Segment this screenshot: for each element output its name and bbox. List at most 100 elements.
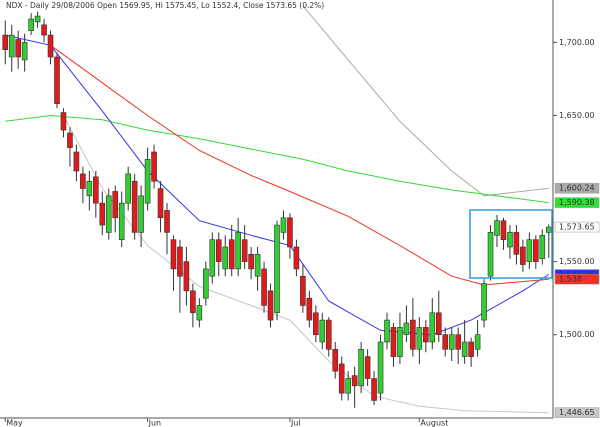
candle-body <box>261 268 267 306</box>
candle-body <box>73 151 80 172</box>
candle-body <box>54 56 60 105</box>
candle-body <box>67 132 73 148</box>
candle-body <box>2 34 9 50</box>
candle-body <box>280 217 287 233</box>
candle-body <box>190 290 196 314</box>
candle-body <box>332 349 339 372</box>
close-label: 1,573.65 <box>559 223 595 232</box>
candle-body <box>177 246 183 277</box>
candle-body <box>170 239 177 270</box>
close-label-box <box>554 221 600 233</box>
overlay-line <box>5 114 549 204</box>
candle-body <box>196 305 203 321</box>
candle-body <box>209 239 216 277</box>
candle-body <box>325 319 332 350</box>
candle-body <box>455 334 461 350</box>
overlay-label: 1,600.24 <box>559 184 595 193</box>
overlay-label-box <box>554 273 600 285</box>
candle-body <box>358 349 364 387</box>
candle-body <box>507 232 513 248</box>
candle-body <box>80 173 86 189</box>
candle-body <box>215 239 222 262</box>
overlay-label: 1,590.38 <box>559 198 595 207</box>
candle-body <box>112 191 119 219</box>
candle-body <box>235 232 241 270</box>
candle-body <box>545 226 552 233</box>
highlight-box <box>469 209 553 279</box>
candle-body <box>293 246 300 270</box>
candle-body <box>364 356 371 379</box>
candle-body <box>377 341 384 394</box>
candle-body <box>494 220 500 236</box>
candle-body <box>254 254 261 277</box>
candle-body <box>99 202 106 226</box>
candle-body <box>313 312 319 335</box>
candle-body <box>397 327 403 357</box>
plot-area <box>2 5 552 414</box>
overlay-label-box <box>554 407 600 418</box>
candle-body <box>125 173 131 204</box>
candle-body <box>410 319 416 350</box>
candle-body <box>390 327 397 357</box>
candle-body <box>461 341 468 357</box>
candle-body <box>423 327 429 343</box>
candle-body <box>15 39 21 58</box>
candle-body <box>448 334 455 350</box>
candle-body <box>41 24 47 36</box>
candle-body <box>183 261 190 292</box>
candle-body <box>228 239 235 270</box>
x-tick-label: May <box>6 419 23 427</box>
candle-body <box>8 34 15 58</box>
candle-body <box>93 176 99 204</box>
candle-body <box>60 112 67 131</box>
candle-body <box>28 18 34 31</box>
candle-body <box>526 239 533 262</box>
candle-body <box>287 217 293 248</box>
candle-body <box>118 202 125 240</box>
candle-body <box>151 151 157 182</box>
candle-body <box>274 224 280 314</box>
candle-body <box>248 254 254 270</box>
candle-body <box>520 246 526 265</box>
candle-body <box>442 334 449 350</box>
overlay-line <box>50 44 549 286</box>
candle-body <box>500 220 507 240</box>
candle-body <box>105 195 112 233</box>
candle-body <box>267 290 274 321</box>
x-tick-label: August <box>420 419 448 427</box>
y-tick-label: 1,650.00 <box>559 111 595 120</box>
candle-body <box>351 375 358 387</box>
candle-body <box>403 322 410 335</box>
candle-body <box>416 327 423 350</box>
candle-body <box>474 334 481 350</box>
x-tick-label: Jul <box>290 419 301 427</box>
candle-body <box>241 239 248 262</box>
overlay-line <box>302 5 549 197</box>
y-tick-label: 1,550.00 <box>559 257 595 266</box>
candle-body <box>319 319 326 343</box>
candle-body <box>338 363 345 394</box>
candle-body <box>533 239 539 262</box>
overlay-label: 1,538 <box>559 275 582 284</box>
candle-body <box>468 341 474 357</box>
candle-body <box>47 34 54 58</box>
candle-body <box>86 180 93 197</box>
candle-body <box>34 15 41 23</box>
candle-body <box>345 378 351 394</box>
candle-body <box>164 210 170 233</box>
overlay-label-box <box>554 182 600 194</box>
candle-body <box>306 297 313 321</box>
candle-body <box>300 275 306 306</box>
candle-body <box>203 268 209 299</box>
candle-body <box>429 312 436 343</box>
chart-title: NDX - Daily 29/08/2006 Open 1569.95, Hi … <box>6 1 324 10</box>
candle-body <box>144 159 151 204</box>
candle-body <box>384 319 390 343</box>
candle-body <box>435 312 442 335</box>
overlay-label-box <box>554 197 600 208</box>
candle-body <box>21 42 28 61</box>
y-tick-label: 1,500.00 <box>559 330 595 339</box>
